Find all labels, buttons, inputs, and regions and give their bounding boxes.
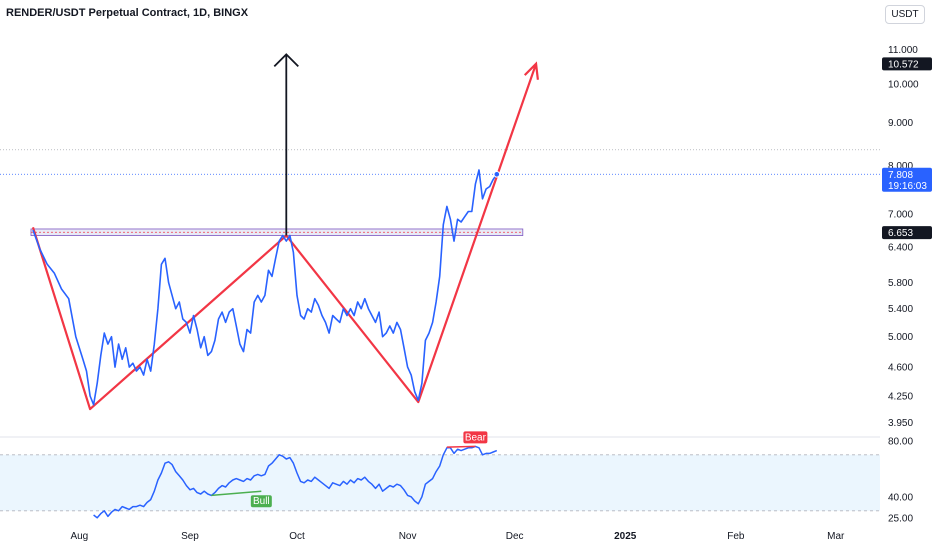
rsi-tick-label: 80.00 [888,436,913,447]
time-tick-label: Sep [181,531,199,542]
target-arrow [273,53,299,236]
price-line [32,169,498,406]
time-tick-label: Feb [727,531,745,542]
neckline-price-badge-box [882,226,932,240]
grid-lines [0,149,880,175]
rsi-axis[interactable]: 80.00 40.00 25.00 [888,436,913,524]
currency-button[interactable]: USDT [885,5,925,24]
time-tick-label: 2025 [614,531,637,542]
price-tick-label: 9.000 [888,118,913,129]
rsi-line [93,445,498,519]
bull-label-box [250,495,272,508]
price-tick-label: 7.000 [888,210,913,221]
time-tick-label: Nov [399,531,417,542]
price-tick-label: 8.000 [888,161,913,172]
time-tick-label: Dec [506,531,524,542]
price-axis[interactable]: 11.000 10.000 9.000 8.000 7.000 6.400 5.800 5.4… [888,45,919,429]
current-price-badge: 7.808 [888,170,913,181]
price-tick-label: 4.250 [888,391,913,402]
time-tick-label: Mar [827,531,845,542]
vertical-arrow-head [273,53,299,67]
w-pattern-line [31,63,538,411]
price-tick-label: 6.400 [888,242,913,253]
rsi-tick-label: 40.00 [888,492,913,503]
price-tick-label: 5.000 [888,332,913,343]
bear-label: Bear [465,432,487,443]
bear-divergence-line [446,445,476,448]
bull-divergence-line [211,490,262,497]
current-price-badge-countdown: 19:16:03 [888,181,927,192]
target-price-badge: 10.572 [888,59,919,70]
time-tick-label: Aug [70,531,88,542]
time-tick-label: Oct [289,531,305,542]
price-series [32,169,501,406]
target-price-badge-box [882,57,932,71]
price-tick-label: 11.000 [888,45,918,56]
neckline-price-badge: 6.653 [888,228,913,239]
rsi-band [0,436,880,512]
price-tick-label: 10.000 [888,80,919,91]
w-pattern-arrowhead [523,61,539,80]
price-tick-label: 4.600 [888,363,913,374]
current-price-badge-box [882,167,932,192]
price-tick-label: 3.950 [888,418,913,429]
last-price-dot [493,170,501,178]
rsi-series [93,445,498,519]
neckline-zone [30,228,524,236]
bear-label-box [463,431,488,444]
price-tick-label: 5.800 [888,278,913,289]
chart-title: RENDER/USDT Perpetual Contract, 1D, BING… [6,7,249,19]
divergence-markers: Bull Bear [211,431,488,508]
time-axis[interactable]: Aug Sep Oct Nov Dec 2025 Feb Mar [70,531,845,542]
bull-label: Bull [253,496,270,507]
rsi-tick-label: 25.00 [888,513,913,524]
price-tick-label: 5.400 [888,304,913,315]
